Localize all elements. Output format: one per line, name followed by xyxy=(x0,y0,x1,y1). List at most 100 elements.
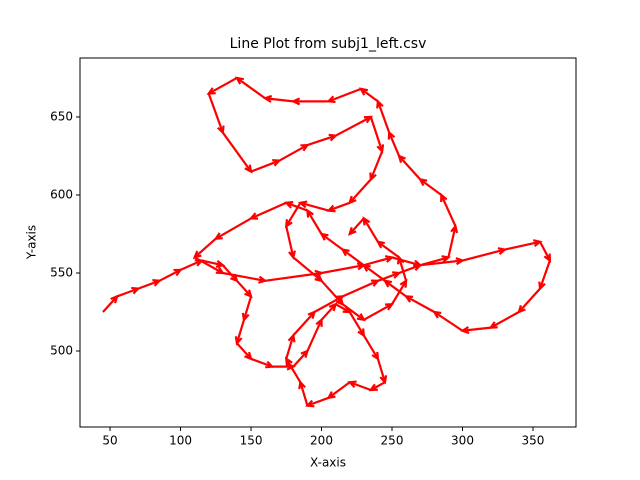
arrow-shape xyxy=(488,311,520,329)
arrow xyxy=(340,248,365,267)
arrow xyxy=(292,349,310,368)
arrow-shape xyxy=(207,93,225,135)
arrow-shape xyxy=(326,201,351,213)
arrow-shape xyxy=(234,76,266,100)
arrow xyxy=(397,154,422,181)
arrow xyxy=(396,254,408,282)
arrow-shape xyxy=(307,133,339,147)
arrow-shape xyxy=(234,319,246,346)
arrow-shape xyxy=(403,295,435,313)
arrow-shape xyxy=(348,217,365,236)
arrow xyxy=(348,217,365,236)
arrow xyxy=(102,294,119,313)
arrow-shape xyxy=(538,260,551,291)
arrow-shape xyxy=(418,177,443,196)
arrow xyxy=(306,317,323,352)
arrow xyxy=(363,255,395,267)
arrow-shape xyxy=(192,237,217,260)
arrow xyxy=(298,379,309,406)
arrow xyxy=(369,116,385,154)
arrow-shape xyxy=(320,302,338,321)
arrow xyxy=(462,247,508,262)
arrow-shape xyxy=(250,357,275,369)
arrow-shape xyxy=(319,232,344,251)
arrow-shape xyxy=(285,225,296,260)
arrow xyxy=(307,133,339,147)
arrow-shape xyxy=(206,77,238,95)
arrow-shape xyxy=(363,255,395,267)
arrow-shape xyxy=(248,201,287,220)
arrow-shape xyxy=(342,303,366,322)
arrow-shape xyxy=(290,97,329,106)
arrow-shape xyxy=(368,381,386,392)
arrow xyxy=(342,279,381,298)
arrow-shape xyxy=(459,326,491,335)
x-tick-label: 150 xyxy=(240,434,263,448)
arrow xyxy=(326,87,362,104)
arrow-shape xyxy=(376,358,388,385)
arrow-shape xyxy=(305,396,329,408)
arrow xyxy=(403,295,435,313)
x-tick-label: 50 xyxy=(102,434,117,448)
x-tick-label: 250 xyxy=(381,434,404,448)
arrow xyxy=(234,319,246,346)
arrow-shape xyxy=(102,294,119,313)
x-tick-label: 100 xyxy=(169,434,192,448)
arrow xyxy=(248,201,287,220)
chart-title: Line Plot from subj1_left.csv xyxy=(230,36,427,52)
arrow-shape xyxy=(326,381,351,400)
arrow xyxy=(368,381,386,392)
x-tick-label: 200 xyxy=(310,434,333,448)
arrow xyxy=(326,381,351,400)
y-axis-label: Y-axis xyxy=(25,225,39,260)
arrow xyxy=(342,303,366,322)
arrow-shape xyxy=(213,217,252,240)
arrow xyxy=(382,279,407,298)
arrow-shape xyxy=(363,302,395,321)
arrow-shape xyxy=(397,154,422,181)
arrow xyxy=(284,202,302,229)
arrow-shape xyxy=(348,311,366,338)
arrow-shape xyxy=(292,256,324,283)
arrow xyxy=(363,302,395,321)
arrow-shape xyxy=(262,94,294,103)
arrow-shape xyxy=(194,256,226,275)
arrow xyxy=(376,358,388,385)
x-tick-label: 300 xyxy=(451,434,474,448)
arrow-shape xyxy=(382,279,407,298)
arrow xyxy=(348,311,366,338)
plot-frame xyxy=(79,57,577,428)
y-tick-label: 650 xyxy=(50,109,73,123)
arrow xyxy=(375,240,400,259)
arrow xyxy=(391,256,423,268)
arrow-shape xyxy=(284,202,302,229)
arrow-shape xyxy=(391,256,423,268)
arrow xyxy=(305,396,329,408)
arrow-shape xyxy=(462,247,508,262)
arrow-shape xyxy=(375,240,400,259)
y-tick-label: 600 xyxy=(50,187,73,201)
y-tick-label: 550 xyxy=(50,266,73,280)
arrow xyxy=(290,97,329,106)
arrow-shape xyxy=(292,349,310,368)
arrow xyxy=(250,357,275,369)
arrow xyxy=(320,302,338,321)
arrow-shape xyxy=(306,208,323,235)
arrow-shape xyxy=(326,87,362,104)
arrow xyxy=(459,326,491,335)
arrow-shape xyxy=(369,116,385,154)
arrow-shape xyxy=(284,356,302,383)
x-tick-label: 350 xyxy=(522,434,545,448)
arrow xyxy=(262,94,294,103)
arrow-shape xyxy=(158,268,183,282)
y-tick-label: 500 xyxy=(50,344,73,358)
arrow-shape xyxy=(321,262,367,275)
arrow-shape xyxy=(298,379,309,406)
arrow xyxy=(285,225,296,260)
arrow-shape xyxy=(396,254,408,282)
arrow xyxy=(292,256,324,283)
arrow xyxy=(213,217,252,240)
arrow xyxy=(418,177,443,196)
